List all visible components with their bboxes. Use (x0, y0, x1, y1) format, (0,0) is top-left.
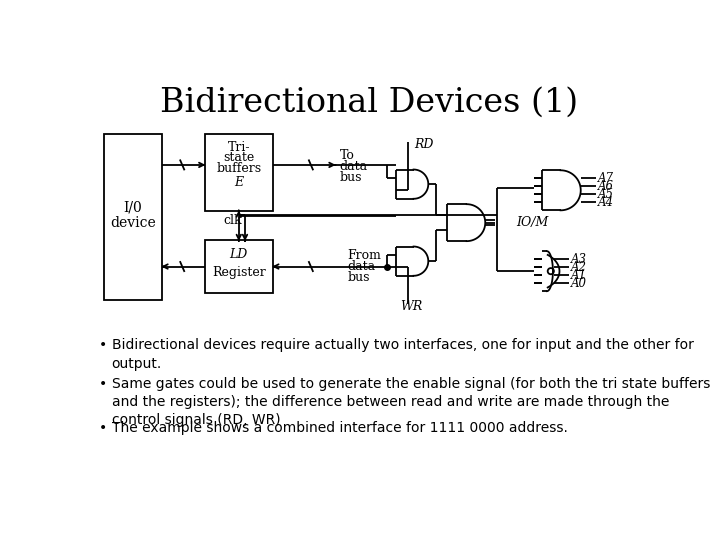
Text: A6: A6 (598, 180, 613, 193)
Text: data: data (347, 260, 375, 273)
Text: RD: RD (414, 138, 433, 151)
Text: A5: A5 (598, 188, 613, 201)
Text: Bidirectional devices require actually two interfaces, one for input and the oth: Bidirectional devices require actually t… (112, 338, 693, 370)
Text: From: From (347, 249, 381, 262)
Text: LD: LD (230, 248, 248, 261)
Text: WR: WR (400, 300, 422, 313)
Text: data: data (340, 160, 368, 173)
Text: The example shows a combined interface for 1111 0000 address.: The example shows a combined interface f… (112, 421, 567, 435)
Text: A4: A4 (598, 196, 613, 209)
Text: Register: Register (212, 266, 266, 279)
Text: Bidirectional Devices (1): Bidirectional Devices (1) (160, 86, 578, 118)
Text: A7: A7 (598, 172, 613, 185)
Text: state: state (223, 151, 254, 165)
Text: A1: A1 (571, 269, 587, 282)
Bar (104, 134, 162, 300)
Text: To: To (340, 149, 354, 162)
Text: clk: clk (223, 214, 242, 227)
Text: A3: A3 (571, 253, 587, 266)
Text: IO/M: IO/M (516, 216, 549, 229)
Text: bus: bus (347, 271, 370, 284)
Text: A0: A0 (571, 276, 587, 289)
Text: device: device (110, 216, 156, 230)
Text: E: E (234, 176, 243, 189)
Bar (204, 134, 273, 211)
Text: •: • (99, 377, 107, 390)
Text: Tri-: Tri- (228, 141, 250, 154)
Text: •: • (99, 421, 107, 435)
Text: A2: A2 (571, 261, 587, 274)
Text: bus: bus (340, 171, 362, 184)
Text: I/0: I/0 (124, 201, 143, 214)
Text: buffers: buffers (216, 162, 261, 176)
Text: •: • (99, 338, 107, 352)
Text: Same gates could be used to generate the enable signal (for both the tri state b: Same gates could be used to generate the… (112, 377, 710, 428)
Bar (204, 240, 273, 293)
